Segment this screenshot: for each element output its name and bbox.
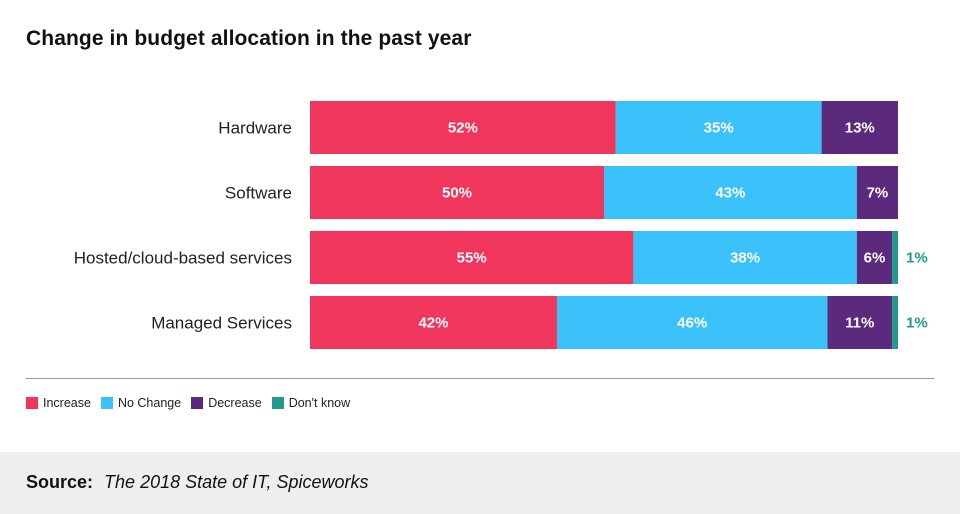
bar-decrease-software [856,166,898,219]
bar-increase-software [310,166,604,219]
data-label-increase-software: 50% [442,185,472,202]
bar-no_change-managed-services [556,296,828,349]
bar-increase-hardware [310,101,616,154]
data-label-no_change-hardware: 35% [704,120,734,137]
data-label-no_change-software: 43% [715,185,745,202]
bar-decrease-managed-services [827,296,893,349]
legend-swatch-increase [26,397,38,409]
bar-no_change-hardware [615,101,822,154]
data-label-decrease-hardware: 13% [845,120,875,137]
source-label: Source: [26,472,94,492]
data-label-increase-managed-services: 42% [418,315,448,332]
category-label-hardware: Hardware [218,119,292,138]
bar-no_change-software [604,166,857,219]
data-label-increase-hardware: 52% [448,120,478,137]
bar-decrease-hosted-cloud-based-services [856,231,893,284]
data-label-decrease-managed-services: 11% [845,315,874,332]
legend-label-decrease: Decrease [208,396,262,410]
chart-title: Change in budget allocation in the past … [26,27,472,50]
bar-decrease-hardware [821,101,898,154]
stacked-bar-chart: Hardware 52% 35% 13% Software 50% 43% 7% Hosted/… [74,101,928,349]
legend-item-decrease: Decrease [191,396,262,410]
data-label-dont_know-hosted-cloud-based-services: 1% [906,250,928,267]
data-label-dont_know-managed-services: 1% [906,315,928,332]
data-label-no_change-hosted-cloud-based-services: 38% [730,250,760,267]
chart-card: Change in budget allocation in the past … [26,27,934,410]
data-label-decrease-hosted-cloud-based-services: 6% [864,250,886,267]
legend-divider [26,378,934,379]
legend-item-dont-know: Don't know [271,396,351,410]
legend-label-increase: Increase [43,396,91,410]
legend: Increase No Change Decrease Don't know [26,396,360,410]
bar-dont_know-managed-services [892,296,898,349]
legend-item-no-change: No Change [100,396,182,410]
legend-swatch-decrease [191,397,204,409]
legend-label-no-change: No Change [117,396,182,410]
legend-swatch-no-change [100,397,113,409]
source-text: The 2018 State of IT, Spiceworks [104,472,369,492]
category-label-hosted-cloud-based-services: Hosted/cloud-based services [74,249,292,268]
legend-item-increase: Increase [26,396,91,410]
bar-dont_know-hosted-cloud-based-services [892,231,898,284]
source-footer: Source: The 2018 State of IT, Spiceworks [0,452,960,514]
data-label-decrease-software: 7% [867,185,889,202]
bar-increase-hosted-cloud-based-services [310,231,634,284]
category-label-software: Software [225,184,292,203]
data-label-no_change-managed-services: 46% [677,315,707,332]
legend-swatch-dont-know [271,397,284,409]
bar-no_change-hosted-cloud-based-services [633,231,857,284]
source-line: Source: The 2018 State of IT, Spiceworks [26,472,369,493]
data-label-increase-hosted-cloud-based-services: 55% [457,250,487,267]
bar-increase-managed-services [310,296,557,349]
category-label-managed-services: Managed Services [151,314,292,333]
legend-label-dont-know: Don't know [288,396,351,410]
